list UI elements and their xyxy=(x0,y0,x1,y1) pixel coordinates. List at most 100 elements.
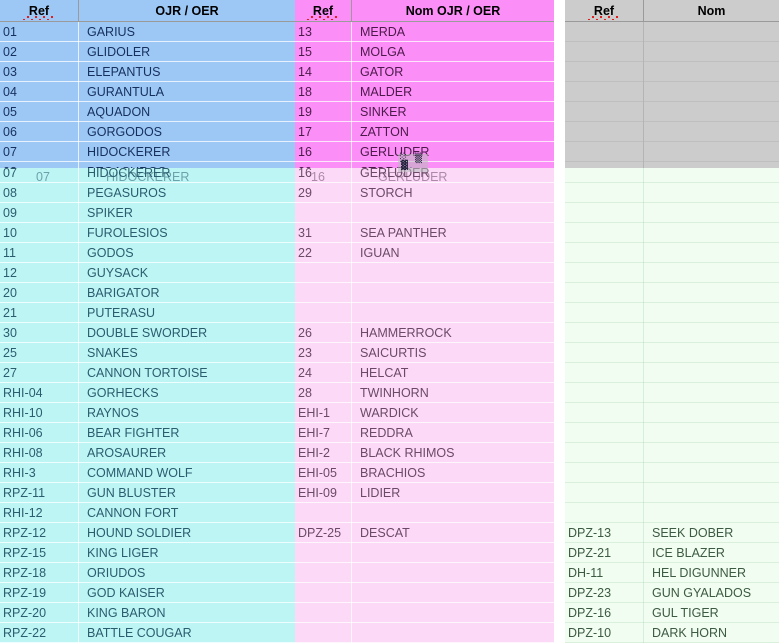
cell-ref[interactable] xyxy=(565,161,644,168)
cell-ref[interactable]: 04 xyxy=(0,81,79,102)
cell-name[interactable]: KING BARON xyxy=(87,605,166,620)
table-row[interactable] xyxy=(565,121,779,142)
table-row[interactable]: 24 HELCAT xyxy=(295,362,554,383)
table-row[interactable]: RPZ-12 HOUND SOLDIER xyxy=(0,522,295,543)
cell-name[interactable]: ZATTON xyxy=(360,124,409,139)
cell-name[interactable]: GUYSACK xyxy=(87,265,149,280)
table-row[interactable]: 11 GODOS xyxy=(0,242,295,263)
cell-name[interactable]: HOUND SOLDIER xyxy=(87,525,192,540)
table-row[interactable]: 26 HAMMERROCK xyxy=(295,322,554,343)
table-row[interactable]: 02 GLIDOLER xyxy=(0,41,295,62)
cell-ref[interactable]: EHI-2 xyxy=(295,442,352,463)
cell-ref[interactable] xyxy=(565,282,644,303)
cell-name[interactable]: SEA PANTHER xyxy=(360,225,447,240)
table-row[interactable]: 05 AQUADON xyxy=(0,101,295,122)
cell-name[interactable]: PUTERASU xyxy=(87,305,156,320)
cell-name[interactable]: BLACK RHIMOS xyxy=(360,445,455,460)
cell-ref[interactable] xyxy=(565,482,644,503)
cell-name[interactable]: GODOS xyxy=(87,245,134,260)
table-row[interactable] xyxy=(565,502,779,523)
cell-ref[interactable] xyxy=(565,141,644,162)
cell-ref[interactable] xyxy=(565,121,644,142)
cell-name[interactable] xyxy=(644,243,779,263)
table-row[interactable] xyxy=(565,302,779,323)
cell-name[interactable]: BARIGATOR xyxy=(87,285,160,300)
cell-name[interactable]: PEGASUROS xyxy=(87,185,167,200)
cell-name[interactable] xyxy=(644,463,779,483)
table-row[interactable]: 01 GARIUS xyxy=(0,21,295,42)
cell-name[interactable]: GORGODOS xyxy=(87,124,163,139)
cell-name[interactable]: ORIUDOS xyxy=(87,565,146,580)
table-row[interactable]: 30 DOUBLE SWORDER xyxy=(0,322,295,343)
table-row[interactable]: 12 GUYSACK xyxy=(0,262,295,283)
cell-ref[interactable] xyxy=(565,302,644,323)
table-row[interactable]: DH-11 HEL DIGUNNER xyxy=(565,562,779,583)
cell-ref[interactable] xyxy=(295,582,352,603)
table-row[interactable] xyxy=(295,542,554,563)
cell-ref[interactable] xyxy=(565,162,644,183)
cell-name[interactable]: HIDOCKERER xyxy=(87,144,171,159)
cell-name[interactable]: MOLGA xyxy=(360,44,406,59)
cell-name[interactable]: GATOR xyxy=(360,64,404,79)
cell-name[interactable]: GUL TIGER xyxy=(652,605,719,620)
table-row[interactable]: DPZ-21 ICE BLAZER xyxy=(565,542,779,563)
cell-name[interactable]: REDDRA xyxy=(360,425,413,440)
table-row[interactable] xyxy=(565,61,779,82)
cell-name[interactable]: GUN GYALADOS xyxy=(652,585,752,600)
cell-ref[interactable] xyxy=(565,342,644,363)
table-row[interactable]: DPZ-16 GUL TIGER xyxy=(565,602,779,623)
cell-ref[interactable]: EHI-05 xyxy=(295,462,352,483)
cell-ref[interactable]: 26 xyxy=(295,322,352,343)
cell-ref[interactable] xyxy=(565,222,644,243)
cell-ref[interactable] xyxy=(565,182,644,203)
table-row[interactable]: RPZ-22 BATTLE COUGAR xyxy=(0,622,295,643)
table-row[interactable]: 23 SAICURTIS xyxy=(295,342,554,363)
table-row[interactable]: 22 IGUAN xyxy=(295,242,554,263)
cell-ref[interactable] xyxy=(295,282,352,303)
cell-name[interactable] xyxy=(644,423,779,443)
cell-ref[interactable]: RHI-3 xyxy=(0,462,79,483)
cell-ref[interactable]: 18 xyxy=(295,81,352,102)
cell-ref[interactable]: 06 xyxy=(0,121,79,142)
table-row[interactable]: 25 SNAKES xyxy=(0,342,295,363)
cell-ref[interactable]: 08 xyxy=(0,182,79,203)
cell-ref[interactable]: 31 xyxy=(295,222,352,243)
table-row[interactable]: 06 GORGODOS xyxy=(0,121,295,142)
cell-ref[interactable]: RHI-12 xyxy=(0,502,79,523)
table-row[interactable] xyxy=(565,101,779,122)
cell-name[interactable] xyxy=(352,563,554,583)
cell-ref[interactable]: RHI-10 xyxy=(0,402,79,423)
cell-name[interactable]: MALDER xyxy=(360,84,413,99)
cell-name[interactable] xyxy=(644,323,779,343)
cell-name[interactable]: SPIKER xyxy=(87,205,133,220)
cell-ref[interactable]: 16 xyxy=(295,141,352,162)
table-row[interactable]: 03 ELEPANTUS xyxy=(0,61,295,82)
table-row[interactable]: DPZ-23 GUN GYALADOS xyxy=(565,582,779,603)
cell-name[interactable] xyxy=(644,403,779,423)
table-row[interactable] xyxy=(565,422,779,443)
cell-ref[interactable] xyxy=(295,562,352,583)
cell-name[interactable] xyxy=(352,603,554,623)
table-row[interactable] xyxy=(295,282,554,303)
cell-ref[interactable]: RHI-06 xyxy=(0,422,79,443)
cell-ref[interactable]: EHI-1 xyxy=(295,402,352,423)
table-row[interactable] xyxy=(565,462,779,483)
cell-name[interactable]: HIDOCKERER xyxy=(87,165,171,180)
cell-name[interactable] xyxy=(352,263,554,283)
cell-ref[interactable] xyxy=(565,101,644,122)
cell-ref[interactable] xyxy=(295,602,352,623)
table-row[interactable] xyxy=(295,582,554,603)
cell-name[interactable]: FUROLESIOS xyxy=(87,225,168,240)
cell-name[interactable] xyxy=(644,383,779,403)
cell-ref[interactable]: EHI-7 xyxy=(295,422,352,443)
cell-name[interactable]: AQUADON xyxy=(87,104,151,119)
cell-name[interactable]: LIDIER xyxy=(360,485,401,500)
cell-ref[interactable] xyxy=(565,422,644,443)
cell-name[interactable]: DESCAT xyxy=(360,525,410,540)
table-row[interactable] xyxy=(295,562,554,583)
cell-name[interactable] xyxy=(644,303,779,323)
cell-ref[interactable]: RPZ-11 xyxy=(0,482,79,503)
cell-ref[interactable] xyxy=(565,21,644,42)
table-row[interactable]: RHI-08 AROSAURER xyxy=(0,442,295,463)
